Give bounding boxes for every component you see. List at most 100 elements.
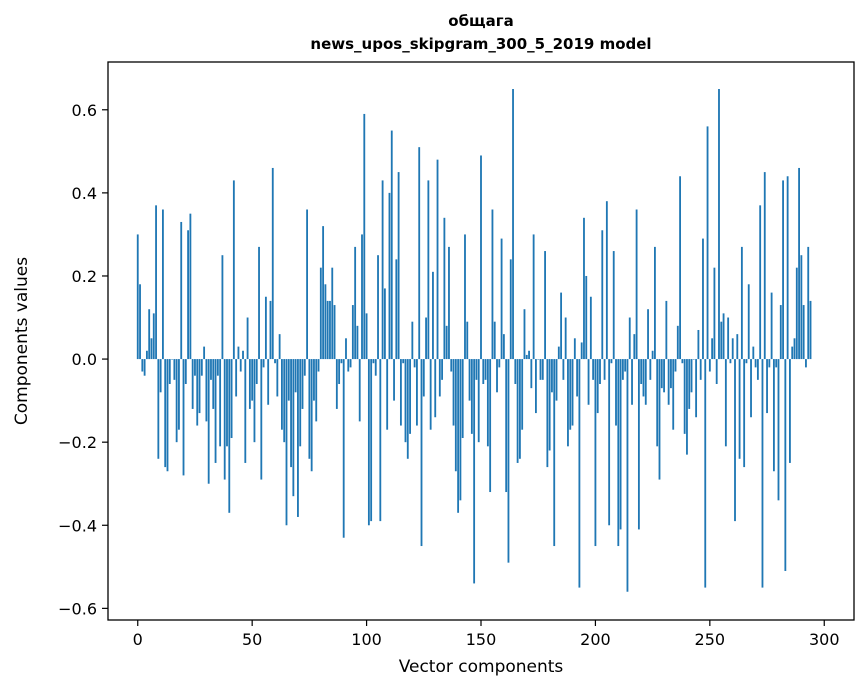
bar — [772, 359, 775, 472]
y-tick-label: 0.0 — [72, 350, 97, 369]
bar — [546, 359, 549, 468]
bar — [612, 251, 615, 360]
bar — [219, 359, 222, 447]
bar — [413, 359, 416, 368]
y-tick-label: 0.6 — [72, 101, 97, 120]
bar — [640, 359, 643, 384]
bar — [379, 359, 382, 522]
bar — [658, 359, 661, 480]
bar — [383, 288, 386, 360]
bar — [718, 89, 720, 360]
bar — [791, 346, 794, 360]
bar — [276, 359, 279, 397]
bar — [644, 359, 647, 405]
bar — [635, 209, 638, 360]
bar — [505, 359, 508, 493]
bar — [521, 359, 524, 430]
bar — [800, 255, 803, 360]
bar — [260, 359, 263, 480]
bar — [512, 89, 514, 360]
bar — [287, 359, 290, 401]
bar — [438, 359, 441, 397]
bar — [637, 359, 640, 530]
bar — [541, 359, 544, 380]
bar — [720, 321, 723, 360]
bar — [624, 359, 627, 372]
bar — [523, 309, 526, 360]
bar — [592, 359, 595, 380]
bar — [576, 359, 579, 397]
bar — [397, 172, 400, 360]
bar — [747, 284, 750, 360]
bar — [349, 359, 352, 368]
bar — [626, 359, 629, 592]
bar — [805, 359, 807, 368]
bar — [489, 359, 492, 493]
bar — [207, 359, 210, 484]
bar — [317, 359, 320, 372]
bar — [326, 300, 329, 360]
bar — [674, 359, 677, 372]
bar — [486, 359, 489, 447]
bar — [777, 359, 780, 501]
bar — [409, 359, 411, 434]
bar — [571, 359, 574, 426]
bar — [157, 359, 160, 459]
bar — [475, 359, 478, 380]
bar — [484, 359, 487, 380]
bar — [706, 126, 709, 360]
bar — [756, 359, 759, 380]
bar — [589, 296, 592, 360]
bar — [335, 359, 338, 409]
bar — [319, 267, 322, 360]
y-tick-label: −0.6 — [58, 599, 97, 618]
bar — [695, 359, 698, 418]
bar — [331, 267, 334, 360]
bar — [152, 313, 155, 360]
x-tick-label: 150 — [466, 630, 497, 649]
x-tick-label: 100 — [351, 630, 382, 649]
bar — [294, 359, 297, 393]
bar — [182, 359, 185, 476]
bar — [535, 359, 537, 414]
bar — [283, 359, 286, 443]
bar — [299, 359, 302, 447]
bar — [729, 359, 732, 364]
y-axis-label: Components values — [12, 256, 32, 426]
bar — [699, 359, 702, 380]
bar — [285, 359, 288, 526]
bar — [402, 359, 405, 364]
bar — [464, 234, 466, 360]
bar — [686, 359, 688, 455]
bar — [743, 359, 746, 468]
bar — [223, 359, 226, 480]
bar — [354, 246, 357, 360]
bar — [422, 359, 425, 397]
x-tick-label: 200 — [580, 630, 611, 649]
bar — [429, 359, 432, 430]
bar — [761, 359, 764, 588]
bar — [740, 246, 743, 360]
bar — [795, 267, 798, 360]
bar — [159, 359, 162, 393]
bar — [482, 359, 485, 384]
bar — [477, 359, 480, 443]
bar — [631, 359, 633, 405]
bar — [537, 359, 540, 360]
bar — [507, 359, 510, 563]
bar — [557, 346, 560, 360]
bar — [390, 130, 393, 360]
bar — [448, 246, 450, 360]
bar — [205, 359, 208, 422]
bar — [656, 359, 659, 447]
bar — [596, 359, 599, 414]
bar — [333, 305, 336, 360]
bar — [313, 359, 315, 401]
bar — [173, 359, 176, 380]
bar — [642, 359, 645, 397]
bar — [194, 359, 196, 376]
bar — [525, 354, 528, 360]
y-tick-label: 0.2 — [72, 267, 97, 286]
bar — [347, 359, 350, 372]
bar — [374, 359, 377, 376]
